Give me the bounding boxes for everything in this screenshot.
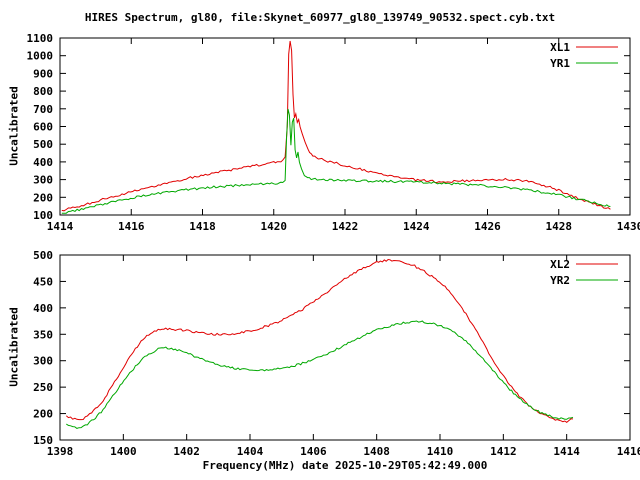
y-tick-label: 700 xyxy=(33,103,53,116)
y-tick-label: 450 xyxy=(33,275,53,288)
y-tick-label: 250 xyxy=(33,381,53,394)
y-tick-label: 150 xyxy=(33,434,53,447)
x-tick-label: 1412 xyxy=(490,445,517,458)
y-tick-label: 300 xyxy=(33,174,53,187)
y-tick-label: 500 xyxy=(33,249,53,262)
x-tick-label: 1414 xyxy=(47,220,74,233)
x-axis-label: Frequency(MHz) date 2025-10-29T05:42:49.… xyxy=(202,459,488,472)
x-tick-label: 1424 xyxy=(403,220,430,233)
y-tick-label: 800 xyxy=(33,85,53,98)
series-YR1-line xyxy=(61,108,611,214)
x-tick-label: 1410 xyxy=(427,445,454,458)
x-tick-label: 1404 xyxy=(237,445,264,458)
plot-border xyxy=(59,254,631,441)
y-axis-label-bottom: Uncalibrated xyxy=(7,307,21,387)
y-tick-label: 400 xyxy=(33,156,53,169)
x-tick-label: 1416 xyxy=(118,220,145,233)
x-tick-label: 1428 xyxy=(546,220,573,233)
y-tick-label: 200 xyxy=(33,408,53,421)
x-tick-label: 1416 xyxy=(617,445,640,458)
y-tick-label: 900 xyxy=(33,67,53,80)
series-YR2-line xyxy=(66,320,574,429)
plot-1: 1414 1416 1418 1420 1422 1424 1426 1428 1430 100 2… xyxy=(27,32,640,233)
y-tick-label: 100 xyxy=(33,209,53,222)
legend-label-XL1: XL1 xyxy=(550,41,570,54)
x-tick-label: 1430 xyxy=(617,220,640,233)
chart-title: HIRES Spectrum, gl80, file:Skynet_60977_… xyxy=(84,11,556,24)
legend-label-YR2: YR2 xyxy=(550,274,570,287)
x-tick-label: 1414 xyxy=(553,445,580,458)
y-tick-label: 600 xyxy=(33,121,53,134)
series-XL2-line xyxy=(65,258,573,424)
x-tick-label: 1400 xyxy=(110,445,137,458)
y-tick-label: 350 xyxy=(33,328,53,341)
x-tick-label: 1402 xyxy=(173,445,200,458)
x-tick-label: 1406 xyxy=(300,445,327,458)
y-tick-label: 300 xyxy=(33,355,53,368)
x-tick-label: 1418 xyxy=(189,220,216,233)
legend-label-YR1: YR1 xyxy=(550,57,570,70)
x-tick-label: 1408 xyxy=(363,445,390,458)
y-axis-label-top: Uncalibrated xyxy=(7,86,21,166)
legend-label-XL2: XL2 xyxy=(550,258,570,271)
series-XL1-line xyxy=(61,40,611,212)
y-tick-label: 500 xyxy=(33,138,53,151)
y-tick-label: 400 xyxy=(33,302,53,315)
x-tick-label: 1426 xyxy=(474,220,501,233)
x-tick-label: 1398 xyxy=(47,445,74,458)
plot-2: 1398 1400 1402 1404 1406 1408 1410 1412 1414 1416… xyxy=(33,249,640,458)
y-tick-label: 1000 xyxy=(27,50,54,63)
x-tick-label: 1420 xyxy=(261,220,288,233)
y-tick-label: 200 xyxy=(33,191,53,204)
y-tick-label: 1100 xyxy=(27,32,54,45)
x-tick-label: 1422 xyxy=(332,220,359,233)
